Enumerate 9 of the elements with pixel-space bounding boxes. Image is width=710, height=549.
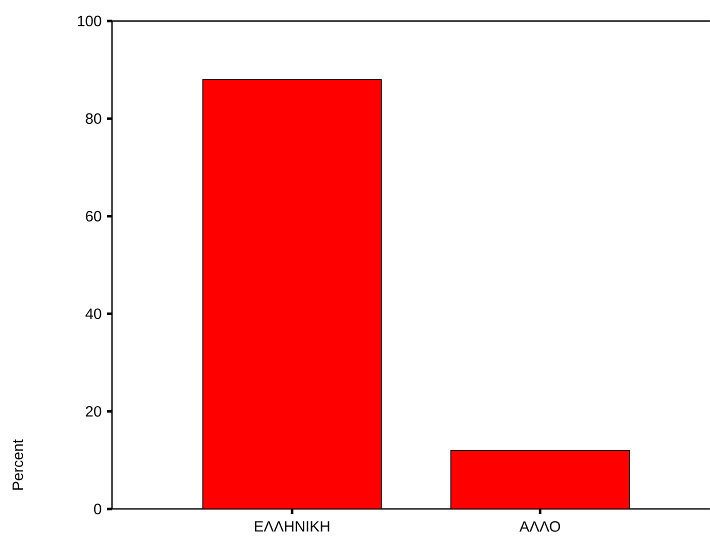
y-tick-label: 20: [86, 406, 102, 417]
y-tick-label: 100: [78, 16, 102, 26]
x-tick-label: ΕΛΛΗΝΙΚΗ: [254, 521, 330, 532]
y-tick-label: 80: [86, 113, 102, 124]
y-tick-label: 60: [86, 210, 102, 222]
y-axis-title: Percent: [12, 439, 24, 490]
y-tick-label: 0: [94, 504, 102, 514]
y-tick-label: 40: [85, 308, 102, 320]
x-tick-label: ΑΛΛΟ: [519, 521, 560, 532]
